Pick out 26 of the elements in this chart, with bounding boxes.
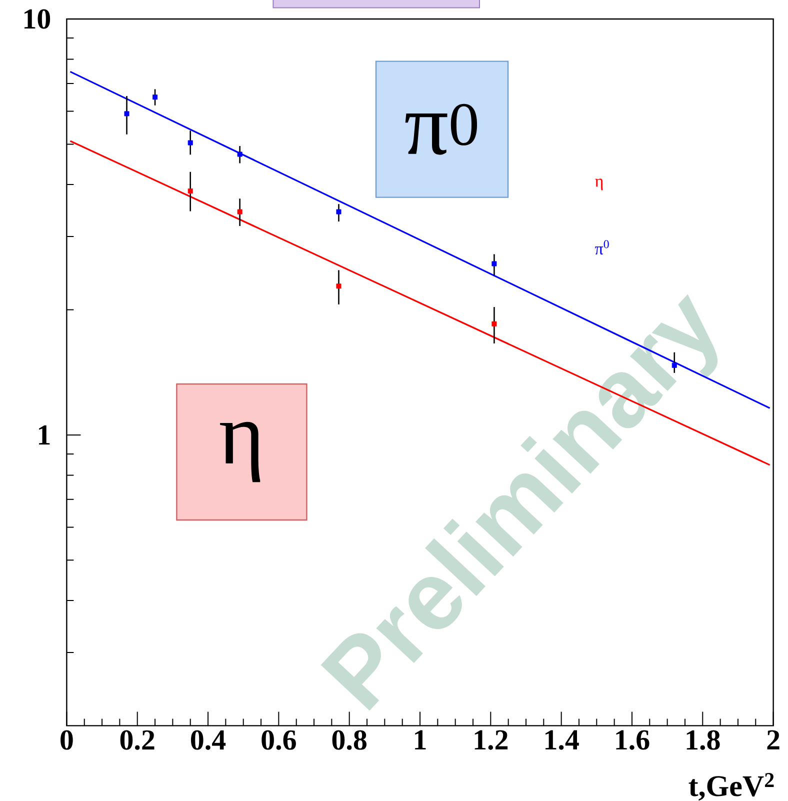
- x-tick-label: 0.6: [262, 730, 296, 750]
- point: [188, 140, 193, 146]
- x-tick-label: 2: [767, 730, 780, 750]
- x-tick-label: 0: [60, 730, 73, 750]
- x-tick-label: 1.4: [546, 730, 579, 750]
- point: [336, 209, 342, 214]
- text: π$^{0}$: [595, 240, 609, 255]
- x-tick-label: 1.8: [686, 730, 720, 750]
- point: [124, 111, 130, 116]
- y-tick-label: 10: [24, 9, 50, 29]
- point: [237, 209, 242, 214]
- x-tick-label: 0.2: [120, 730, 154, 750]
- x-tick-label: 0.8: [332, 730, 366, 750]
- x-tick-label: 1: [415, 730, 426, 750]
- x-axis-title: t,GeV$^{2}$: [688, 773, 774, 801]
- point: [188, 188, 193, 194]
- x-tick-label: 1.2: [474, 730, 508, 750]
- annotation: η: [220, 422, 260, 482]
- x-tick-label: 1.6: [616, 730, 650, 750]
- x-tick-label: 0.4: [190, 730, 226, 750]
- point: [492, 261, 497, 266]
- text: η: [595, 178, 603, 190]
- point: [237, 152, 242, 157]
- annotation: π$^{0}$: [405, 104, 478, 155]
- point: [336, 284, 342, 289]
- point: [152, 94, 158, 100]
